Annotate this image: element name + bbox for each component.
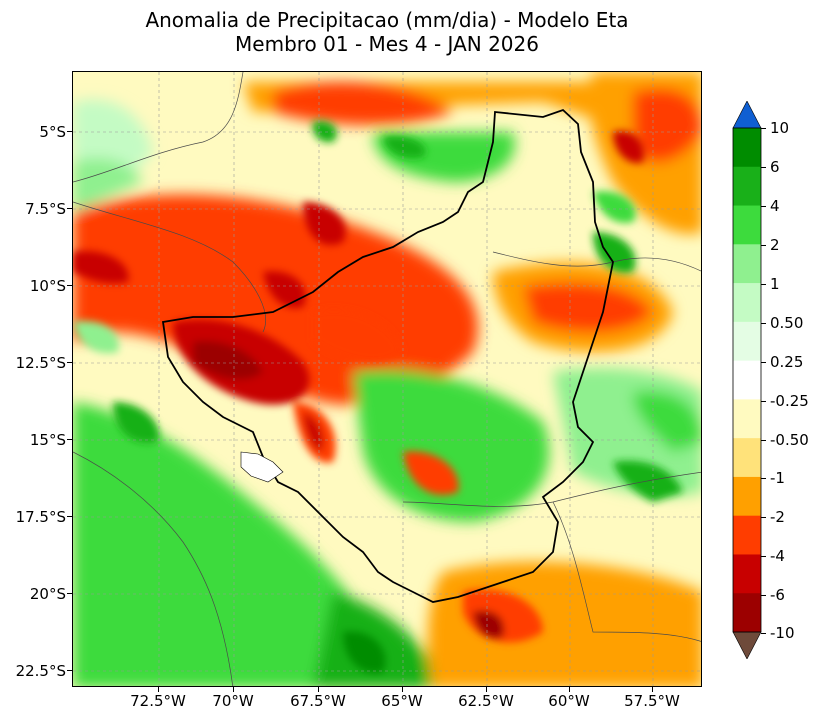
colorbar-segment [733, 593, 761, 633]
colorbar-tick [761, 478, 766, 479]
y-tick-mark [67, 362, 72, 363]
y-tick-label: 7.5°S [25, 200, 66, 218]
map-title-line-2: Membro 01 - Mes 4 - JAN 2026 [235, 32, 539, 56]
y-tick-mark [67, 516, 72, 517]
y-tick-label: 12.5°S [15, 354, 66, 372]
colorbar-segment [733, 166, 761, 207]
y-tick-mark [67, 131, 72, 132]
colorbar-label: -6 [770, 586, 785, 604]
colorbar-tick [761, 167, 766, 168]
y-tick-mark [67, 670, 72, 671]
colorbar-tick [761, 401, 766, 402]
colorbar-label: 2 [770, 236, 780, 254]
colorbar-tick [761, 440, 766, 441]
y-tick-mark [67, 285, 72, 286]
colorbar-label: 6 [770, 158, 780, 176]
colorbar-tick [761, 556, 766, 557]
map-panel[interactable] [72, 71, 702, 687]
colorbar-tick [761, 323, 766, 324]
y-tick-label: 17.5°S [15, 508, 66, 526]
no-data-patch [240, 451, 284, 483]
colorbar-extend-max [732, 101, 762, 129]
y-tick-mark [67, 439, 72, 440]
colorbar-label: -2 [770, 508, 785, 526]
colorbar-extend-min [732, 631, 762, 659]
anomaly-field-base [73, 72, 701, 686]
y-tick-label: 20°S [29, 585, 66, 603]
colorbar-outline [732, 127, 762, 633]
colorbar-segment [733, 438, 761, 478]
anomaly-field-detail [73, 121, 683, 673]
y-tick-mark [67, 208, 72, 209]
colorbar-tick [761, 206, 766, 207]
x-tick-label: 62.5°W [458, 692, 514, 710]
y-tick-label: 15°S [29, 431, 66, 449]
y-tick-mark [67, 593, 72, 594]
x-tick-label: 67.5°W [290, 692, 346, 710]
colorbar-label: -0.50 [770, 431, 809, 449]
colorbar-label: 4 [770, 197, 780, 215]
colorbar-tick [761, 633, 766, 634]
x-tick-label: 70°W [212, 692, 254, 710]
colorbar-tick [761, 362, 766, 363]
colorbar-tick [761, 517, 766, 518]
x-tick-mark [569, 687, 570, 692]
colorbar-segment [733, 554, 761, 594]
colorbar-segment [733, 128, 761, 168]
colorbar-tick [761, 595, 766, 596]
colorbar-label: -0.25 [770, 392, 809, 410]
x-tick-label: 57.5°W [624, 692, 680, 710]
colorbar-label: 10 [770, 119, 790, 137]
colorbar [732, 101, 762, 659]
x-tick-mark [486, 687, 487, 692]
x-tick-label: 72.5°W [130, 692, 186, 710]
y-tick-label: 5°S [39, 123, 66, 141]
colorbar-segment [733, 476, 761, 517]
colorbar-segment [733, 399, 761, 439]
colorbar-tick [761, 284, 766, 285]
x-tick-label: 60°W [548, 692, 590, 710]
colorbar-segment [733, 360, 761, 400]
map-gridlines [73, 72, 701, 686]
colorbar-label: -10 [770, 624, 795, 642]
map-title-line-1: Anomalia de Precipitacao (mm/dia) - Mode… [145, 8, 629, 32]
colorbar-segment [733, 515, 761, 555]
colorbar-tick [761, 128, 766, 129]
colorbar-segment [733, 244, 761, 284]
colorbar-label: 0.50 [770, 314, 804, 332]
y-tick-label: 22.5°S [15, 662, 66, 680]
x-tick-mark [233, 687, 234, 692]
x-tick-mark [158, 687, 159, 692]
colorbar-tick [761, 245, 766, 246]
x-tick-mark [652, 687, 653, 692]
colorbar-segment [733, 205, 761, 245]
colorbar-label: -1 [770, 469, 785, 487]
colorbar-segment [733, 321, 761, 362]
x-tick-mark [318, 687, 319, 692]
y-tick-label: 10°S [29, 277, 66, 295]
colorbar-label: -4 [770, 547, 785, 565]
precipitation-anomaly-map [73, 72, 701, 686]
x-tick-mark [402, 687, 403, 692]
colorbar-label: 0.25 [770, 353, 804, 371]
x-tick-label: 65°W [381, 692, 423, 710]
river-basin-outline [161, 108, 614, 603]
colorbar-label: 1 [770, 275, 780, 293]
colorbar-segment [733, 283, 761, 323]
